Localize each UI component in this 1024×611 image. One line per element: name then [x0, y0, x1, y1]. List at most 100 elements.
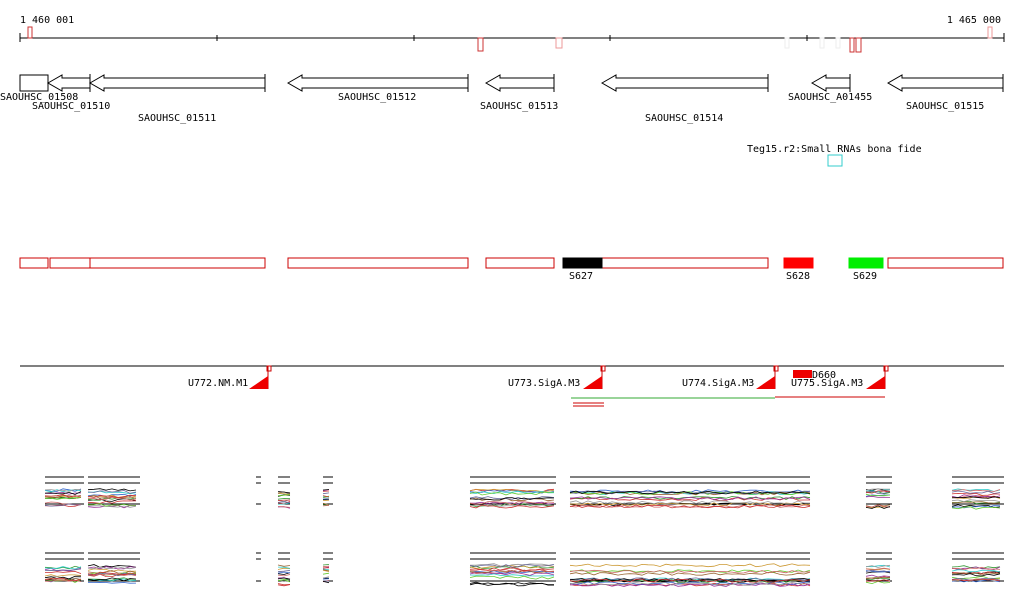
track-line — [87, 577, 137, 582]
track-line — [469, 569, 555, 574]
gene-label: SAOUHSC_01508 — [0, 92, 78, 103]
track-line — [87, 488, 137, 492]
gene-arrow — [600, 74, 769, 92]
track-line — [87, 497, 137, 501]
track-line — [87, 564, 137, 568]
track-line — [322, 569, 330, 572]
expression-tracks — [44, 476, 1004, 587]
track-line — [569, 571, 811, 576]
track-line — [865, 567, 891, 571]
gene-label: SAOUHSC_01511 — [138, 113, 216, 124]
track-line — [951, 490, 1001, 494]
track-line — [44, 579, 82, 582]
track-line — [865, 576, 891, 579]
promoter — [249, 376, 268, 389]
gene-label: SAOUHSC_01513 — [480, 101, 558, 112]
track-line — [44, 488, 82, 492]
track-line — [469, 497, 555, 502]
track-line — [569, 563, 811, 568]
track-line — [277, 506, 291, 508]
track-line — [951, 572, 1001, 576]
track-line — [569, 504, 811, 509]
track-line — [87, 496, 137, 501]
track-line — [865, 490, 891, 494]
track-line — [87, 571, 137, 576]
track-line — [951, 578, 1001, 582]
gene — [19, 74, 49, 92]
track-line — [469, 567, 555, 572]
track-line — [951, 566, 1001, 571]
track-line — [569, 578, 811, 582]
gene-arrow — [88, 74, 266, 92]
end-label: 1 465 000 — [947, 15, 1001, 26]
track-line — [277, 564, 291, 567]
track-line — [322, 576, 330, 579]
track-line — [44, 491, 81, 495]
track-line — [44, 575, 82, 580]
track-line — [322, 569, 330, 572]
track-line — [569, 581, 811, 586]
promoter-cap — [600, 365, 606, 372]
track-line — [865, 495, 891, 498]
track-line — [951, 505, 1001, 509]
track-line — [322, 492, 330, 495]
segment-track — [19, 257, 1004, 269]
track-line — [277, 574, 291, 577]
track-line — [277, 499, 290, 501]
terminator — [793, 370, 812, 378]
gene-arrow — [46, 74, 91, 92]
track-line — [322, 564, 330, 566]
track-line — [469, 504, 555, 509]
promoter-cap — [773, 365, 779, 372]
track-line — [865, 577, 891, 580]
track-line — [277, 584, 291, 587]
track-line — [44, 494, 82, 498]
track-line — [277, 583, 291, 586]
segment-label: S627 — [569, 271, 593, 282]
track-line — [87, 494, 137, 499]
segment-label: S629 — [853, 271, 877, 282]
transcripts — [571, 396, 885, 407]
track-line — [469, 565, 555, 569]
track-line — [87, 581, 137, 584]
track-line — [87, 568, 137, 572]
track-line — [277, 501, 291, 504]
track-line — [951, 573, 1001, 577]
promoter-cap — [266, 365, 272, 372]
features — [27, 26, 993, 53]
track-line — [322, 572, 330, 575]
terminator-label: D660 — [812, 370, 836, 381]
track-line — [865, 490, 891, 494]
track-line — [865, 488, 891, 491]
track-line — [44, 568, 82, 571]
track-line — [44, 565, 82, 570]
track-line — [569, 502, 811, 507]
track-line — [469, 572, 555, 576]
track-line — [322, 505, 330, 507]
track-line — [569, 490, 811, 495]
promoter-label: U774.SigA.M3 — [682, 378, 754, 389]
track-line — [569, 496, 811, 501]
track-line — [44, 574, 82, 577]
track-line — [470, 563, 555, 567]
track-line — [951, 499, 1001, 503]
segment-label: S628 — [786, 271, 810, 282]
track-line — [87, 573, 137, 577]
promoter-label: U775.SigA.M3 — [791, 378, 863, 389]
track-line — [951, 506, 1001, 510]
gene-label: SAOUHSC_01514 — [645, 113, 723, 124]
track-line — [322, 581, 330, 584]
track-line — [951, 488, 1001, 492]
track-line — [44, 488, 82, 492]
promoter-track: U772.NM.M1 U773.SigA.M3 U774.SigA.M3 U775.S… — [188, 365, 889, 389]
promoter — [756, 376, 775, 389]
track-line — [322, 568, 330, 571]
track-line — [44, 491, 82, 495]
track-line — [277, 567, 291, 570]
track-line — [322, 565, 330, 568]
gene-label: SAOUHSC_01512 — [338, 92, 416, 103]
track-line — [865, 569, 891, 573]
track-line — [87, 490, 137, 494]
track-line — [569, 569, 811, 574]
